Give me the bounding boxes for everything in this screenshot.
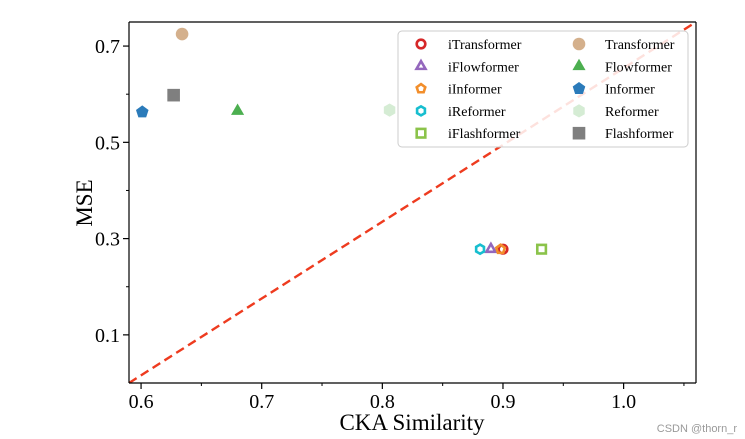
data-point-flowformer bbox=[231, 103, 245, 115]
legend-entry-iflashformer: iFlashformer bbox=[415, 127, 521, 142]
legend-marker-iflowformer bbox=[414, 58, 428, 71]
legend-label: Informer bbox=[605, 83, 655, 98]
legend-marker-flashformer bbox=[572, 126, 586, 140]
legend-marker-transformer bbox=[572, 37, 586, 51]
y-tick-label: 0.1 bbox=[95, 325, 120, 347]
legend-label: Reformer bbox=[605, 105, 659, 120]
data-point-iflowformer bbox=[484, 241, 498, 254]
y-axis-label: MSE bbox=[72, 179, 97, 226]
legend-entry-iinformer: iInformer bbox=[415, 82, 502, 98]
legend-label: Flashformer bbox=[605, 127, 674, 142]
y-tick-label: 0.5 bbox=[95, 132, 120, 154]
y-tick-label: 0.7 bbox=[95, 36, 120, 58]
legend-label: iReformer bbox=[448, 105, 506, 120]
legend-label: Transformer bbox=[605, 38, 675, 53]
legend-marker-informer bbox=[572, 81, 586, 94]
data-point-informer bbox=[135, 105, 149, 118]
watermark: CSDN @thorn_r bbox=[656, 423, 737, 435]
legend-marker-flowformer bbox=[572, 58, 586, 71]
legend-label: iInformer bbox=[448, 83, 502, 98]
legend-entry-transformer: Transformer bbox=[572, 37, 675, 53]
legend-entry-ireformer: iReformer bbox=[415, 104, 506, 120]
legend-marker-itransformer bbox=[415, 38, 427, 50]
legend-marker-ireformer bbox=[415, 104, 427, 117]
legend-entry-iflowformer: iFlowformer bbox=[414, 58, 519, 75]
y-tick-label: 0.3 bbox=[95, 229, 120, 251]
legend-marker-iflashformer bbox=[415, 127, 427, 139]
legend-marker-reformer bbox=[573, 104, 585, 118]
legend-entry-reformer: Reformer bbox=[573, 104, 659, 120]
legend-entry-flowformer: Flowformer bbox=[572, 58, 672, 75]
x-tick-label: 0.7 bbox=[249, 391, 274, 413]
data-point-reformer bbox=[383, 103, 396, 117]
x-tick-label: 0.8 bbox=[370, 391, 395, 413]
x-tick-label: 1.0 bbox=[611, 391, 636, 413]
legend-entry-flashformer: Flashformer bbox=[572, 126, 674, 142]
data-point-iinformer bbox=[494, 243, 507, 255]
x-tick-label: 0.6 bbox=[129, 391, 154, 413]
x-tick-label: 0.9 bbox=[490, 391, 515, 413]
data-point-ireformer bbox=[474, 243, 486, 256]
data-point-flashformer bbox=[167, 88, 180, 102]
legend-marker-iinformer bbox=[415, 82, 427, 94]
legend-label: iTransformer bbox=[448, 38, 522, 53]
data-point-iflashformer bbox=[535, 243, 548, 255]
legend-box bbox=[397, 30, 689, 148]
legend-entry-informer: Informer bbox=[572, 81, 655, 98]
legend-label: Flowformer bbox=[605, 60, 672, 75]
x-axis-label: CKA Similarity bbox=[339, 410, 485, 435]
legend-label: iFlowformer bbox=[448, 60, 519, 75]
data-point-transformer bbox=[175, 27, 189, 41]
legend-label: iFlashformer bbox=[448, 127, 521, 142]
legend-entry-itransformer: iTransformer bbox=[415, 38, 522, 53]
